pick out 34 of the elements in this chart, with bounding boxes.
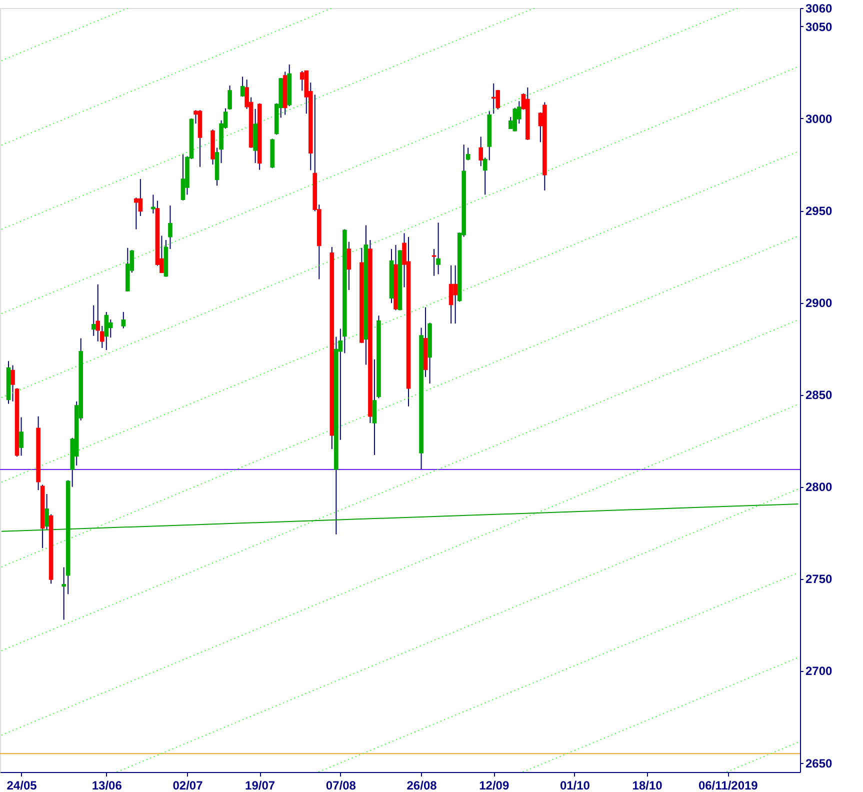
y-tick-label: 2850 <box>806 388 833 402</box>
candlestick <box>134 197 138 230</box>
y-tick-label: 3060 <box>806 2 833 16</box>
candlestick <box>108 318 113 338</box>
candlestick <box>138 178 143 217</box>
x-tick-label: 06/11/2019 <box>698 778 758 792</box>
x-tick-label: 07/08 <box>326 778 356 792</box>
y-tick-label: 3050 <box>806 20 833 34</box>
x-tick-label: 13/06 <box>92 778 122 792</box>
y-tick-label: 2650 <box>806 756 833 770</box>
x-tick-label: 26/08 <box>406 778 438 792</box>
x-tick-label: 19/07 <box>245 778 276 792</box>
candlestick <box>436 222 440 275</box>
candlestick <box>453 264 458 324</box>
x-tick-label: 02/07 <box>172 778 204 792</box>
x-tick-label: 12/09 <box>479 778 510 792</box>
candlestick <box>448 264 454 324</box>
candlestick <box>180 154 186 201</box>
candlestick <box>346 241 352 291</box>
candlestick <box>19 416 24 456</box>
candlestick <box>121 311 126 329</box>
y-tick-label: 2700 <box>806 664 833 678</box>
candlestick <box>104 311 109 351</box>
x-tick-label: 18/10 <box>632 778 663 792</box>
y-tick-label: 2900 <box>806 296 833 310</box>
candlestick <box>240 76 245 98</box>
x-tick-label: 01/10 <box>560 778 590 792</box>
candlestick <box>91 304 96 336</box>
y-tick-label: 2750 <box>806 572 833 586</box>
y-tick-label: 2800 <box>806 480 833 494</box>
y-tick-label: 3000 <box>806 112 833 126</box>
candlestick <box>432 248 436 276</box>
y-tick-label: 2950 <box>806 204 833 218</box>
x-tick-label: 24/05 <box>6 778 38 792</box>
